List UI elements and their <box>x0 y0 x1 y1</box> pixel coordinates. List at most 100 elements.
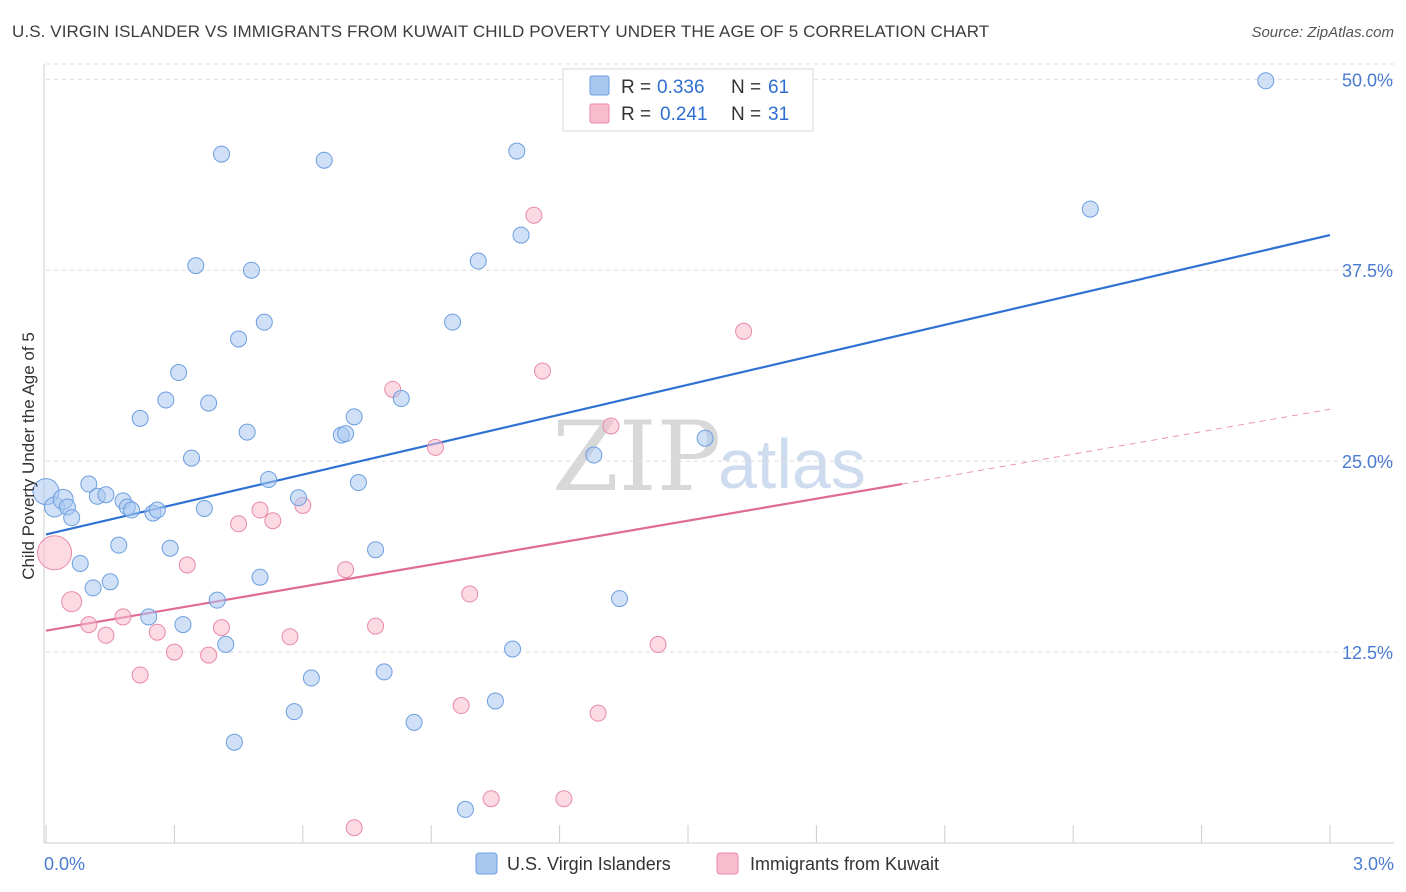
point-virgin-islanders <box>469 252 487 270</box>
y-tick-label: 37.5% <box>1342 261 1393 281</box>
point-virgin-islanders <box>148 501 166 519</box>
point-virgin-islanders <box>392 390 410 408</box>
x-tick-label-max: 3.0% <box>1353 854 1394 874</box>
legend-r-label-1: R = <box>621 77 651 98</box>
point-virgin-islanders <box>251 568 269 586</box>
bottom-legend-label-1: U.S. Virgin Islanders <box>507 854 671 874</box>
bottom-legend: U.S. Virgin Islanders Immigrants from Ku… <box>475 852 939 875</box>
legend-r-label-2: R = <box>621 104 651 125</box>
point-virgin-islanders <box>63 509 81 527</box>
point-virgin-islanders <box>585 446 603 464</box>
point-virgin-islanders <box>131 409 149 427</box>
x-tick-label-min: 0.0% <box>44 854 85 874</box>
point-kuwait <box>525 206 543 224</box>
legend-swatch-blue <box>589 75 610 96</box>
point-virgin-islanders <box>225 733 243 751</box>
legend-r-value-1: 0.336 <box>657 77 705 98</box>
point-virgin-islanders <box>375 663 393 681</box>
point-virgin-islanders <box>217 635 235 653</box>
point-kuwait <box>131 666 149 684</box>
y-tick-labels: 12.5% 25.0% 37.5% 50.0% <box>1342 70 1393 663</box>
point-kuwait <box>97 626 115 644</box>
y-axis-label: Child Poverty Under the Age of 5 <box>19 332 38 580</box>
point-virgin-islanders <box>349 474 367 492</box>
point-kuwait <box>345 819 363 837</box>
point-virgin-islanders <box>71 554 89 572</box>
legend: R = 0.336 N = 61 R = 0.241 N = 31 <box>562 68 814 132</box>
legend-n-value-2: 31 <box>768 104 789 125</box>
point-kuwait <box>426 438 444 456</box>
point-kuwait <box>200 646 218 664</box>
point-virgin-islanders <box>230 330 248 348</box>
trend-line-kuwait <box>45 482 903 632</box>
point-virgin-islanders <box>170 364 188 382</box>
point-kuwait <box>367 617 385 635</box>
point-virgin-islanders <box>174 616 192 634</box>
bottom-legend-label-2: Immigrants from Kuwait <box>750 854 939 874</box>
point-virgin-islanders <box>208 591 226 609</box>
point-kuwait <box>212 619 230 637</box>
point-virgin-islanders <box>110 536 128 554</box>
point-virgin-islanders <box>367 541 385 559</box>
source-credit: Source: ZipAtlas.com <box>1251 24 1394 41</box>
point-virgin-islanders <box>255 313 273 331</box>
point-virgin-islanders <box>508 142 526 160</box>
trend-line-kuwait-extension <box>901 408 1331 485</box>
point-virgin-islanders <box>187 257 205 275</box>
point-kuwait <box>251 501 269 519</box>
axes <box>43 64 1394 844</box>
point-virgin-islanders <box>157 391 175 409</box>
point-virgin-islanders <box>161 539 179 557</box>
y-tick-label: 25.0% <box>1342 452 1393 472</box>
y-tick-label: 50.0% <box>1342 70 1393 90</box>
point-virgin-islanders <box>101 573 119 591</box>
point-virgin-islanders <box>611 590 629 608</box>
gridlines <box>46 63 1394 653</box>
point-virgin-islanders <box>212 145 230 163</box>
point-kuwait <box>337 561 355 579</box>
point-kuwait <box>230 515 248 533</box>
bottom-legend-swatch-pink <box>716 852 739 875</box>
legend-r-value-2: 0.241 <box>660 104 708 125</box>
point-kuwait <box>533 362 551 380</box>
point-virgin-islanders <box>97 486 115 504</box>
point-kuwait <box>452 697 470 715</box>
watermark: ZIP atlas <box>552 401 866 513</box>
legend-swatch-pink <box>589 103 610 124</box>
point-virgin-islanders <box>140 608 158 626</box>
point-kuwait <box>178 556 196 574</box>
point-kuwait <box>165 643 183 661</box>
point-virgin-islanders <box>290 489 308 507</box>
point-virgin-islanders <box>84 579 102 597</box>
point-virgin-islanders <box>337 425 355 443</box>
trend-lines <box>45 234 1331 632</box>
point-virgin-islanders <box>405 713 423 731</box>
point-kuwait <box>37 535 73 571</box>
legend-n-label-2: N = <box>731 104 761 125</box>
point-virgin-islanders <box>504 640 522 658</box>
trend-line-virgin-islanders <box>45 234 1331 536</box>
point-virgin-islanders <box>242 261 260 279</box>
point-virgin-islanders <box>302 669 320 687</box>
point-kuwait <box>602 417 620 435</box>
point-kuwait <box>264 512 282 530</box>
point-virgin-islanders <box>80 475 98 493</box>
point-virgin-islanders <box>238 423 256 441</box>
point-virgin-islanders <box>696 429 714 447</box>
point-virgin-islanders <box>200 394 218 412</box>
point-kuwait <box>281 628 299 646</box>
point-kuwait <box>114 608 132 626</box>
data-points <box>32 72 1275 837</box>
point-virgin-islanders <box>285 703 303 721</box>
point-virgin-islanders <box>195 499 213 517</box>
point-virgin-islanders <box>315 151 333 169</box>
y-tick-label: 12.5% <box>1342 643 1393 663</box>
point-virgin-islanders <box>1081 200 1099 218</box>
point-kuwait <box>555 790 573 808</box>
point-virgin-islanders <box>1257 72 1275 90</box>
point-kuwait <box>461 585 479 603</box>
point-virgin-islanders <box>345 408 363 426</box>
point-kuwait <box>649 635 667 653</box>
point-virgin-islanders <box>444 313 462 331</box>
